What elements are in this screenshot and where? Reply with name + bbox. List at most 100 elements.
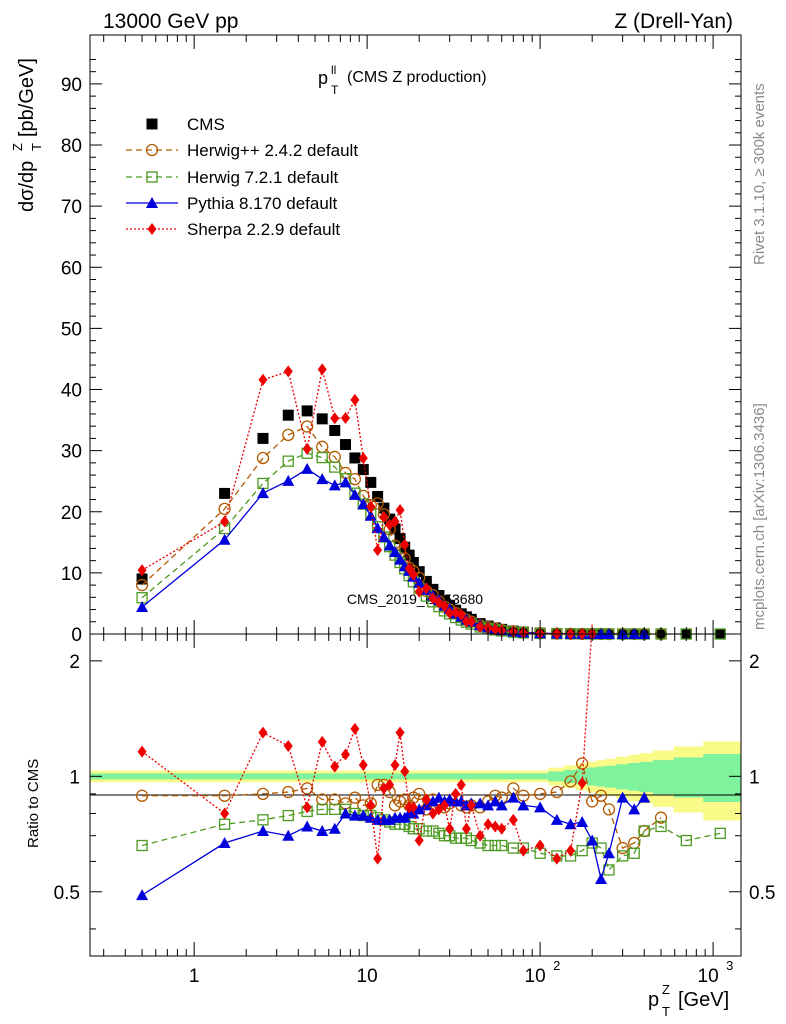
y-tick-label: 30 — [61, 442, 82, 463]
legend-marker — [146, 171, 158, 183]
data-point — [340, 439, 352, 451]
ratio-point — [586, 834, 599, 846]
series-pythia — [136, 462, 651, 639]
data-point — [301, 405, 313, 417]
ratio-plot-frame — [89, 633, 742, 957]
ratio-point — [517, 799, 530, 811]
data-point — [366, 500, 376, 513]
ratio-series-sherpa — [137, 623, 593, 865]
ratio-point — [339, 807, 352, 819]
ratio-point — [482, 839, 494, 852]
data-point — [373, 544, 383, 557]
ratio-point — [654, 811, 668, 824]
ratio-point — [427, 825, 439, 837]
ratio-point — [413, 803, 426, 815]
data-point — [348, 488, 361, 500]
ratio-point — [316, 825, 329, 837]
legend-item-pythia: Pythia 8.170 default — [126, 194, 338, 213]
ratio-point — [390, 759, 400, 772]
ratio-point — [282, 785, 295, 799]
ratio-point — [564, 775, 577, 788]
ratio-point — [328, 822, 341, 834]
ratio-series-line — [141, 623, 593, 860]
ratio-point — [385, 778, 395, 791]
ratio-point — [595, 842, 607, 854]
ratio-point — [576, 816, 589, 828]
ratio-point — [577, 777, 587, 790]
data-point — [420, 575, 432, 587]
y-tick-label: 60 — [61, 258, 82, 279]
data-point — [348, 472, 362, 486]
ratio-point — [282, 809, 294, 822]
legend-marker — [146, 118, 158, 130]
ratio-point — [489, 795, 502, 807]
data-point — [358, 452, 368, 465]
ratio-point — [316, 803, 328, 816]
data-point — [595, 627, 608, 639]
data-point — [357, 464, 369, 476]
data-point — [394, 553, 407, 565]
ratio-point — [474, 797, 487, 809]
ratio-point — [256, 787, 270, 801]
data-point — [379, 510, 389, 523]
x-tick-label: 10 — [357, 966, 378, 987]
ratio-point — [595, 872, 608, 884]
ratio-point — [628, 847, 640, 859]
ratio-point — [552, 852, 562, 865]
plot-title-sup: ll — [331, 63, 336, 77]
ratio-point — [317, 735, 327, 748]
data-point — [378, 502, 390, 514]
ratio-point — [330, 760, 340, 773]
ratio-point — [301, 820, 314, 832]
ratio-point — [533, 787, 547, 801]
ratio-point — [655, 820, 667, 833]
ratio-y-tick-label: 0.5 — [749, 883, 775, 904]
y-tick-label: 50 — [61, 319, 82, 340]
ratio-point — [461, 822, 471, 835]
data-point — [316, 440, 329, 453]
data-point — [256, 451, 270, 465]
legend: CMS Herwig++ 2.4.2 default Herwig 7.2.1 de… — [126, 115, 358, 239]
ratio-point — [489, 839, 501, 852]
ratio-point — [483, 818, 493, 831]
ratio-point — [586, 795, 599, 808]
ratio-point — [482, 799, 495, 811]
legend-label: Pythia 8.170 default — [187, 194, 338, 213]
data-point — [330, 412, 340, 425]
data-point — [339, 476, 352, 488]
data-point — [301, 462, 314, 474]
data-point — [461, 615, 471, 628]
ratio-point — [350, 722, 360, 735]
data-point — [364, 509, 377, 521]
ratio-point — [714, 827, 726, 840]
ratio-point — [408, 801, 418, 814]
ratio-point — [413, 823, 425, 835]
y-label-sup: Z — [10, 143, 25, 151]
plot-title-rest: (CMS Z production) — [347, 69, 487, 86]
ratio-point — [348, 809, 361, 821]
data-point — [400, 538, 410, 551]
rivet-side-label: Rivet 3.1.10, ≥ 300k events — [751, 83, 768, 265]
data-point — [383, 539, 396, 551]
ratio-point — [508, 813, 518, 826]
ratio-point — [256, 825, 269, 837]
legend-label: Herwig 7.2.1 default — [187, 168, 338, 187]
y-label-sub: T — [29, 143, 44, 151]
y-tick-label: 10 — [61, 564, 82, 585]
ratio-point — [497, 822, 507, 835]
plot-title: p ll T (CMS Z production) — [318, 63, 487, 97]
data-point — [377, 531, 390, 543]
mcplots-side-label: mcplots.cern.ch [arXiv:1306.3436] — [751, 403, 768, 630]
x-label-main: p — [648, 989, 659, 1011]
ratio-point — [407, 823, 419, 835]
ratio-point — [616, 791, 629, 803]
data-point — [628, 627, 641, 639]
ratio-y-tick-label: 1 — [69, 767, 80, 788]
x-tick-label: 1 — [189, 966, 200, 987]
legend-label: Sherpa 2.2.9 default — [187, 220, 340, 239]
ratio-y-tick-label: 1 — [749, 767, 760, 788]
ratio-point — [535, 839, 545, 852]
data-point — [220, 515, 230, 528]
ratio-point — [257, 814, 269, 826]
data-point — [300, 420, 314, 433]
